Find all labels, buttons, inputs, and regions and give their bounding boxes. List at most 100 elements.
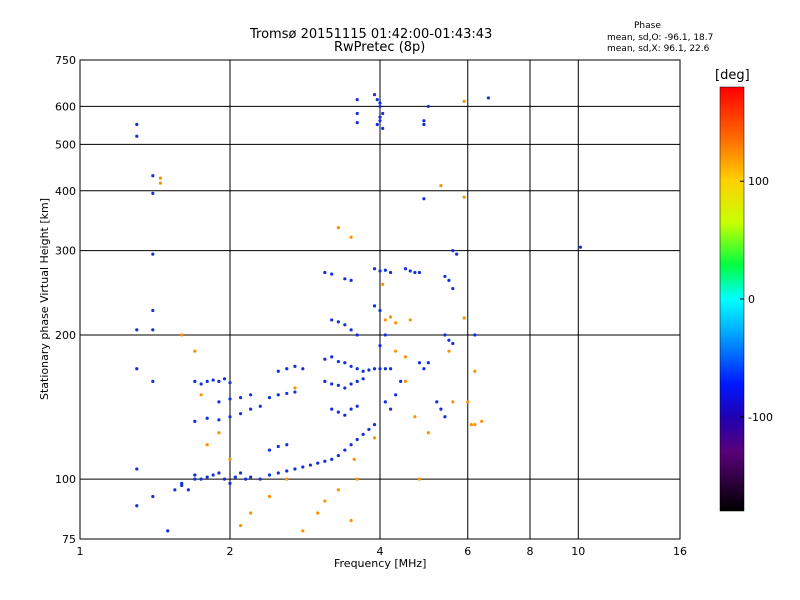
data-point xyxy=(372,367,377,371)
data-point xyxy=(323,357,327,361)
x-tick-label: 16 xyxy=(673,545,687,558)
data-point xyxy=(316,511,320,515)
data-point xyxy=(447,278,451,282)
data-point xyxy=(151,308,155,313)
data-point xyxy=(267,494,272,499)
data-point xyxy=(211,378,215,382)
data-point xyxy=(473,333,477,337)
data-point xyxy=(205,475,209,479)
data-point xyxy=(222,377,227,381)
data-point xyxy=(451,400,455,404)
data-point xyxy=(186,488,190,492)
data-point xyxy=(462,99,466,103)
data-point xyxy=(238,412,243,416)
x-tick-label: 8 xyxy=(527,545,534,558)
data-point xyxy=(285,367,289,371)
data-point xyxy=(349,518,353,523)
data-point xyxy=(381,111,385,116)
data-point xyxy=(417,361,422,365)
data-point xyxy=(276,471,280,475)
data-point xyxy=(151,494,155,499)
data-point xyxy=(180,333,184,337)
data-point xyxy=(217,400,221,404)
data-point xyxy=(238,395,243,400)
colorbar-label: [deg] xyxy=(715,68,750,83)
data-point xyxy=(383,318,387,322)
data-point xyxy=(399,379,403,383)
data-point xyxy=(330,382,334,386)
data-point xyxy=(173,488,177,492)
data-point xyxy=(355,111,359,116)
data-point xyxy=(301,529,305,533)
data-point xyxy=(383,400,387,404)
data-point xyxy=(293,467,297,471)
data-point xyxy=(447,338,451,342)
data-point xyxy=(383,333,387,337)
data-point xyxy=(394,393,398,397)
data-point xyxy=(249,475,253,479)
data-point xyxy=(355,367,359,371)
colorbar-ticks: 100 0 -100 xyxy=(740,175,773,424)
data-point xyxy=(394,321,398,325)
data-point xyxy=(330,355,334,359)
data-point xyxy=(180,481,184,485)
data-point xyxy=(330,272,334,276)
data-point xyxy=(151,328,155,332)
phase-stats-title: Phase xyxy=(634,21,661,31)
y-tick-label: 200 xyxy=(55,329,76,342)
data-point xyxy=(469,422,473,427)
data-point xyxy=(135,504,139,508)
data-point xyxy=(349,382,353,386)
data-point xyxy=(205,416,209,420)
data-point xyxy=(193,349,197,353)
data-point xyxy=(422,119,426,123)
data-point xyxy=(355,121,359,125)
data-point xyxy=(249,511,253,515)
data-point xyxy=(473,369,477,373)
data-point xyxy=(403,379,408,383)
data-point xyxy=(355,404,359,408)
colorbar-tick-label: 0 xyxy=(748,293,755,306)
data-point xyxy=(343,323,347,327)
data-point xyxy=(378,269,382,273)
data-point xyxy=(267,473,272,477)
data-point xyxy=(244,477,248,481)
data-point xyxy=(323,499,327,503)
data-point xyxy=(343,361,347,365)
data-point xyxy=(388,315,393,319)
data-point xyxy=(285,391,289,396)
data-point xyxy=(205,379,209,383)
data-point xyxy=(316,461,320,465)
data-point xyxy=(372,436,377,440)
data-point xyxy=(462,316,466,320)
data-point xyxy=(217,471,221,475)
data-point xyxy=(375,97,379,102)
data-point xyxy=(383,268,387,272)
data-point xyxy=(367,427,371,432)
y-tick-label: 300 xyxy=(55,245,76,258)
data-point xyxy=(276,444,280,449)
data-point xyxy=(301,367,305,371)
data-point xyxy=(378,308,382,313)
data-point xyxy=(378,344,382,348)
data-point xyxy=(267,448,272,452)
data-point xyxy=(228,481,232,485)
data-point xyxy=(135,134,139,138)
data-point xyxy=(451,341,455,346)
y-axis-label: Stationary phase Virtual Height [km] xyxy=(38,197,51,400)
data-point xyxy=(439,407,443,411)
data-point xyxy=(293,390,297,394)
data-point xyxy=(378,367,382,371)
data-point xyxy=(193,419,197,423)
data-point xyxy=(336,488,340,492)
data-point xyxy=(258,477,262,481)
data-point xyxy=(355,333,359,337)
data-point xyxy=(205,443,209,447)
data-point xyxy=(443,415,447,419)
data-point xyxy=(352,457,356,461)
data-point xyxy=(336,383,340,387)
grid-lines xyxy=(80,60,680,539)
data-point xyxy=(417,477,422,481)
data-point xyxy=(301,465,305,469)
data-point xyxy=(228,415,232,419)
